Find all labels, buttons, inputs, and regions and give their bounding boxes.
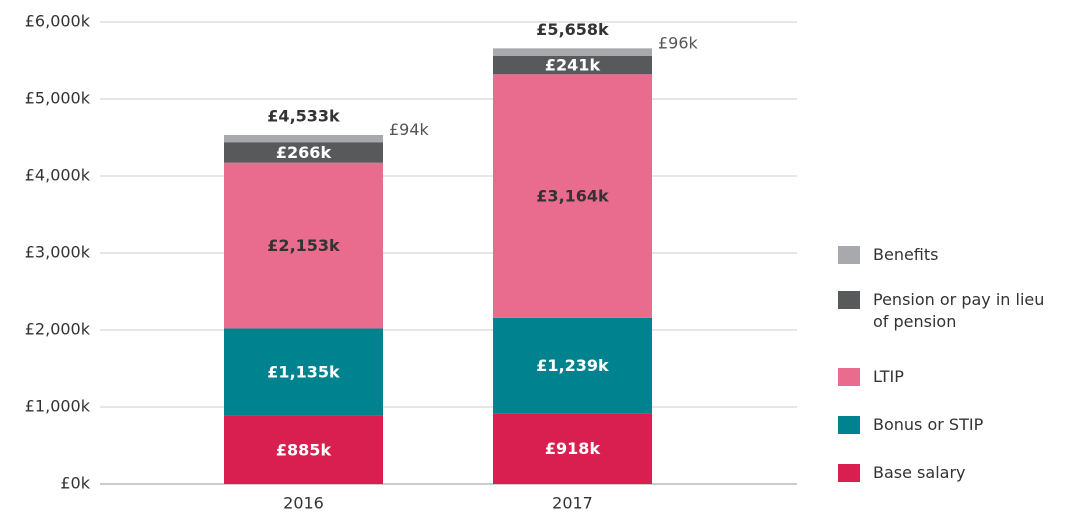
legend-label: Base salary (873, 463, 966, 482)
value-label: £885k (276, 440, 332, 459)
value-label: £2,153k (267, 236, 340, 255)
legend-item: Benefits (838, 244, 1063, 266)
legend-label: Benefits (873, 245, 939, 264)
bar-segment (224, 162, 383, 329)
value-label: £241k (545, 56, 601, 75)
bar-segment (493, 413, 652, 484)
bar-segment (493, 55, 652, 75)
legend-swatch (838, 246, 860, 264)
legend-label: Bonus or STIP (873, 415, 984, 434)
value-label: £1,135k (267, 363, 340, 382)
value-label: £918k (545, 439, 601, 458)
legend-swatch (838, 368, 860, 386)
x-tick-label: 2017 (552, 494, 593, 513)
legend-item: Bonus or STIP (838, 414, 1063, 436)
total-label: £5,658k (536, 20, 609, 39)
bar-segment (493, 74, 652, 318)
value-label: £96k (658, 34, 699, 53)
legend-label: LTIP (873, 367, 904, 386)
bar-segment (224, 142, 383, 163)
value-label: £1,239k (536, 356, 609, 375)
y-tick-label: £6,000k (25, 12, 91, 31)
bar-segment (493, 317, 652, 414)
legend-item: Base salary (838, 462, 1063, 484)
bar-segment (224, 328, 383, 416)
y-tick-label: £3,000k (25, 243, 91, 262)
y-tick-label: £5,000k (25, 89, 91, 108)
y-tick-label: £0k (60, 474, 90, 493)
y-tick-label: £4,000k (25, 166, 91, 185)
bar-segment (224, 134, 383, 143)
bar-segment (224, 415, 383, 484)
total-label: £4,533k (267, 106, 340, 125)
bar-segment (493, 48, 652, 56)
y-tick-label: £2,000k (25, 320, 91, 339)
x-tick-label: 2016 (283, 494, 324, 513)
value-label: £94k (389, 120, 430, 139)
value-label: £266k (276, 143, 332, 162)
legend-label: Pension or pay in lieu of pension (873, 290, 1045, 331)
y-tick-label: £1,000k (25, 397, 91, 416)
legend-item: LTIP (838, 366, 1063, 388)
legend-swatch (838, 464, 860, 482)
legend-item: Pension or pay in lieu of pension (838, 289, 1063, 333)
legend-swatch (838, 291, 860, 309)
value-label: £3,164k (536, 187, 609, 206)
legend-swatch (838, 416, 860, 434)
